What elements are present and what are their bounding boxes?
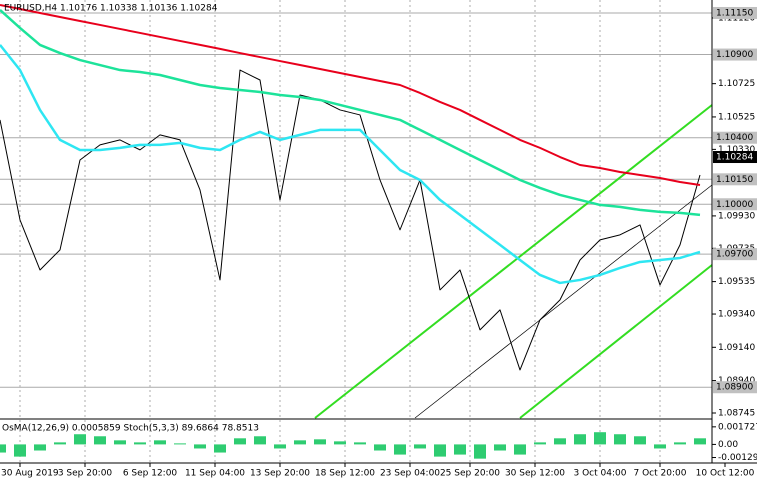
current-price-label: 1.10284 xyxy=(716,153,753,163)
chart-title: EURUSD,H4 1.10176 1.10338 1.10136 1.1028… xyxy=(4,4,218,14)
osma-bar xyxy=(174,443,186,445)
osma-bar xyxy=(634,436,646,445)
x-tick-label: 6 Sep 12:00 xyxy=(123,469,178,479)
y-tick-label: 1.09930 xyxy=(718,211,755,221)
axis: 30 Aug 2019 3 Sep 20:00 6 Sep 12:00 11 Sep … xyxy=(1,6,757,479)
channel-lower xyxy=(519,264,713,419)
level-label: 1.10400 xyxy=(716,133,753,143)
level-box xyxy=(713,48,757,61)
osma-bar xyxy=(354,442,366,445)
x-tick-label: 3 Oct 04:00 xyxy=(574,469,627,479)
level-box xyxy=(713,248,757,261)
grid xyxy=(19,0,661,463)
level-box xyxy=(713,381,757,394)
osma-bar xyxy=(314,439,326,445)
level-label: 1.09700 xyxy=(716,250,753,260)
osma-bar xyxy=(474,444,486,459)
osma-bar xyxy=(694,438,706,445)
osma-bar xyxy=(0,444,6,453)
y-tick-label: 1.08745 xyxy=(718,409,755,419)
series-line xyxy=(0,69,701,371)
osma-bar xyxy=(254,436,266,445)
x-tick-label: 25 Sep 20:00 xyxy=(440,469,500,479)
y-tick-label: 1.09140 xyxy=(718,343,755,353)
x-tick-label: 7 Oct 20:00 xyxy=(634,469,687,479)
osc-tick-label: 0.00 xyxy=(718,440,738,450)
level-label: 1.10150 xyxy=(716,175,753,185)
x-tick-label: 11 Sep 04:00 xyxy=(185,469,245,479)
y-tick-label: 1.10725 xyxy=(718,79,755,89)
y-tick-label: 1.10330 xyxy=(718,145,755,155)
osma-bar xyxy=(194,444,206,449)
level-box xyxy=(713,131,757,144)
x-tick-label: 10 Oct 12:00 xyxy=(696,469,755,479)
series-line xyxy=(0,44,701,285)
osma-bar xyxy=(134,442,146,445)
osma-bar xyxy=(594,432,606,445)
osma-bar xyxy=(234,438,246,445)
osma-bar xyxy=(294,440,306,445)
level-label: 1.11150 xyxy=(716,8,753,18)
level-box xyxy=(713,173,757,186)
current-price-box xyxy=(713,151,757,164)
x-tick-label: 3 Sep 20:00 xyxy=(58,469,113,479)
osma-bar xyxy=(494,444,506,451)
oscillator xyxy=(0,432,706,459)
osma-bar xyxy=(554,438,566,445)
x-tick-label: 30 Sep 12:00 xyxy=(505,469,565,479)
osma-bar xyxy=(654,444,666,449)
osma-bar xyxy=(154,440,166,445)
level-box xyxy=(713,198,757,211)
osc-tick-label: 0.001727 xyxy=(718,422,757,432)
level-label: 1.08900 xyxy=(716,383,753,393)
osma-bar xyxy=(274,444,286,449)
trend-line xyxy=(414,184,713,419)
osma-bar xyxy=(574,434,586,445)
osma-bar xyxy=(434,444,446,457)
y-tick-label: 1.10525 xyxy=(718,112,755,122)
series-line xyxy=(0,4,701,186)
y-tick-label: 1.08940 xyxy=(718,376,755,386)
channel-upper xyxy=(314,104,713,419)
level-label: 1.10900 xyxy=(716,50,753,60)
y-tick-label: 1.09535 xyxy=(718,277,755,287)
osma-bar xyxy=(454,444,466,455)
osma-bar xyxy=(534,442,546,445)
osma-bar xyxy=(214,444,226,453)
osma-bar xyxy=(374,444,386,451)
x-tick-label: 23 Sep 04:00 xyxy=(380,469,440,479)
series-line xyxy=(0,9,701,217)
osma-bar xyxy=(334,441,346,445)
osma-bar xyxy=(674,442,686,445)
lines xyxy=(0,4,701,371)
x-tick-label: 30 Aug 2019 xyxy=(1,469,59,479)
osc-tick-label: -0.00129 xyxy=(718,453,757,463)
osma-bar xyxy=(94,436,106,445)
osma-bar xyxy=(34,444,46,451)
osma-bar xyxy=(614,434,626,445)
osma-bar xyxy=(114,440,126,445)
level-label: 1.10000 xyxy=(716,200,753,210)
oscillator-label: OsMA(12,26,9) 0.0005859 Stoch(5,3,3) 89.… xyxy=(2,424,259,434)
level-box xyxy=(713,6,757,19)
x-tick-label: 18 Sep 12:00 xyxy=(315,469,375,479)
osma-bar xyxy=(54,442,66,445)
y-tick-label: 1.09340 xyxy=(718,310,755,320)
osma-bar xyxy=(74,434,86,445)
x-tick-label: 13 Sep 20:00 xyxy=(250,469,310,479)
levels xyxy=(0,12,712,388)
osma-bar xyxy=(14,444,26,457)
osma-bar xyxy=(514,444,526,455)
osma-bar xyxy=(394,444,406,455)
osma-bar xyxy=(414,444,426,449)
